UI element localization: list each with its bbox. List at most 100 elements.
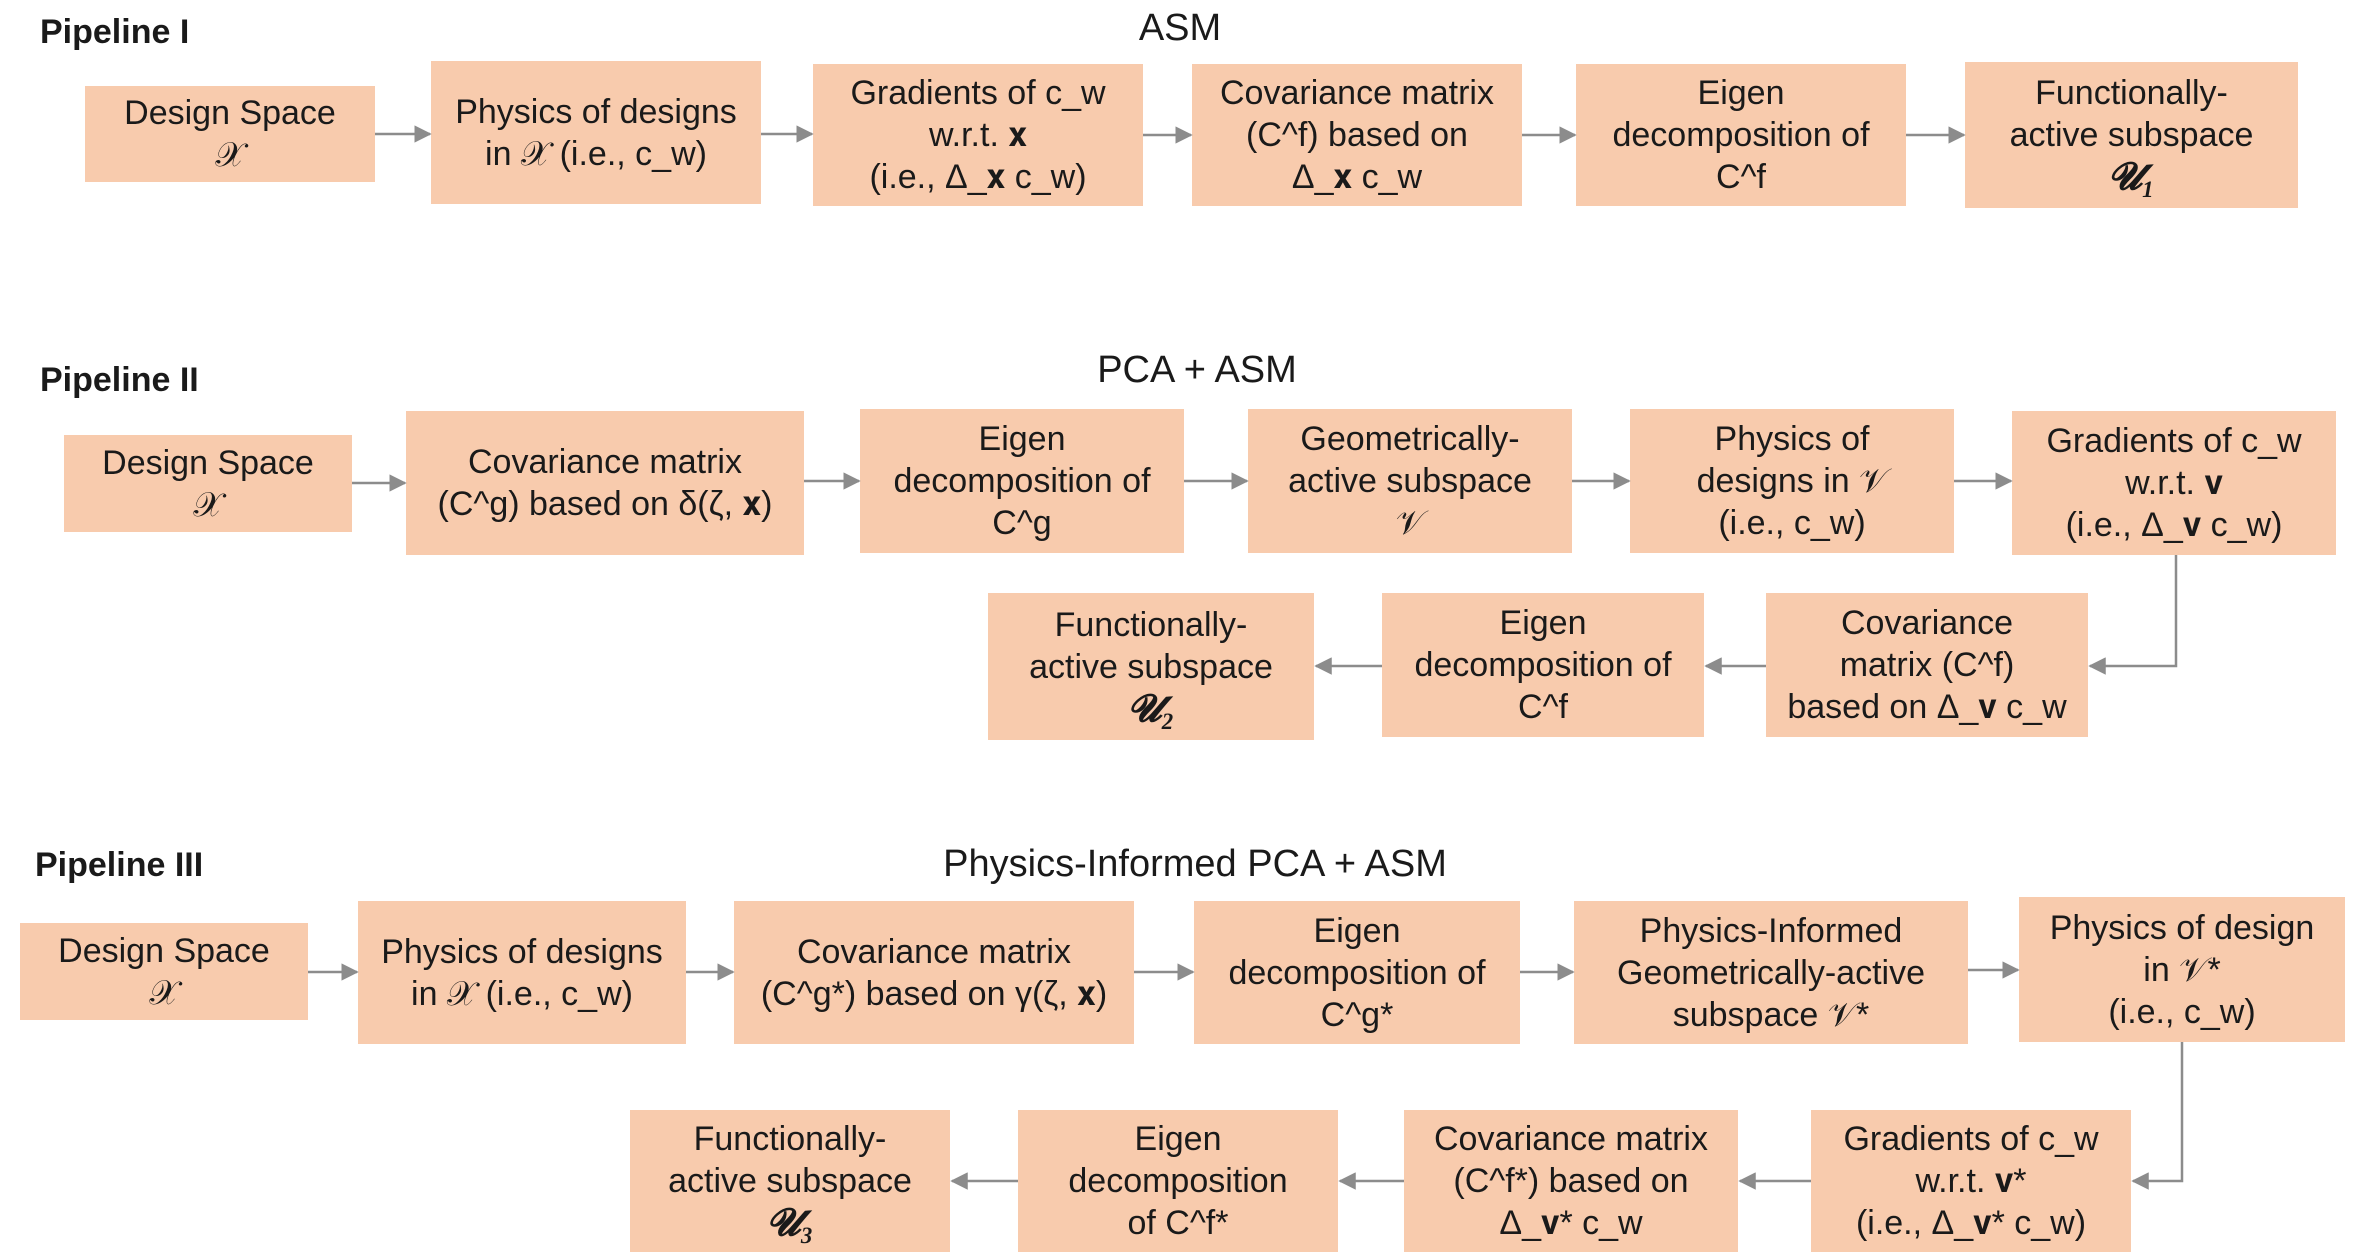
p3-covariance-f-line-0: Covariance matrix bbox=[1434, 1120, 1708, 1158]
p3-gradients-box: Gradients of c_w w.r.t. 𝐯* (i.e., Δ_𝐯* c_w… bbox=[1811, 1110, 2131, 1252]
p3-pi-geometric-line-1: Geometrically-active bbox=[1617, 953, 1925, 992]
p1-physics-line-1: in 𝒳 (i.e., c_w) bbox=[485, 134, 707, 173]
p1-gradients-line-2: (i.e., Δ_𝐱 c_w) bbox=[869, 158, 1087, 196]
p2-eigen-f-line-1: decomposition of bbox=[1414, 646, 1672, 684]
p1-gradients-box: Gradients of c_w w.r.t. 𝐱 (i.e., Δ_𝐱 c_w) bbox=[813, 64, 1143, 206]
p1-design-space-box: Design Space 𝒳 bbox=[85, 86, 375, 182]
p3-eigen-g-box: Eigen decomposition of C^g* bbox=[1194, 901, 1520, 1044]
p1-functional-line-0: Functionally- bbox=[2035, 74, 2228, 112]
p2-functional-line-0: Functionally- bbox=[1054, 605, 1248, 644]
p2-physics-line-1: designs in 𝒱 bbox=[1696, 462, 1888, 500]
p2-gradients-line-2: (i.e., Δ_𝐯 c_w) bbox=[2065, 506, 2283, 544]
pipeline-3-title: Physics-Informed PCA + ASM bbox=[943, 843, 1447, 885]
p2-covariance-f-line-0: Covariance bbox=[1841, 604, 2013, 642]
p3-functional-line-0: Functionally- bbox=[693, 1120, 887, 1158]
p3-physics-box: Physics of designs in 𝒳 (i.e., c_w) bbox=[358, 901, 686, 1044]
arrow-p3-6 bbox=[2131, 1042, 2184, 1190]
p1-eigen-box: Eigen decomposition of C^f bbox=[1576, 64, 1906, 206]
p1-physics-line-0: Physics of designs bbox=[455, 92, 737, 131]
p3-functional-line-1: active subspace bbox=[668, 1162, 912, 1200]
p1-design-space-line-0: Design Space bbox=[124, 94, 336, 132]
p2-eigen-g-line-2: C^g bbox=[992, 504, 1052, 542]
p3-physics-v-line-2: (i.e., c_w) bbox=[2108, 992, 2256, 1031]
p1-functional-line-1: active subspace bbox=[2009, 116, 2254, 154]
p3-covariance-f-box: Covariance matrix (C^f*) based on Δ_𝐯* c_w bbox=[1404, 1110, 1738, 1252]
p2-covariance-f-line-2: based on Δ_𝐯 c_w bbox=[1787, 688, 2067, 726]
p1-covariance-box: Covariance matrix (C^f) based on Δ_𝐱 c_w bbox=[1192, 64, 1522, 206]
p2-covariance-g-box: Covariance matrix (C^g) based on δ(ζ, 𝐱) bbox=[406, 411, 804, 555]
p3-gradients-line-1: w.r.t. 𝐯* bbox=[1915, 1162, 2027, 1200]
p1-eigen-line-1: decomposition of bbox=[1612, 116, 1870, 154]
p2-geometric-line-0: Geometrically- bbox=[1300, 420, 1520, 458]
p1-covariance-line-0: Covariance matrix bbox=[1220, 74, 1494, 112]
p3-pi-geometric-line-0: Physics-Informed bbox=[1639, 911, 1903, 950]
pipeline-2-title: PCA + ASM bbox=[1097, 349, 1297, 391]
p3-eigen-f-line-2: of C^f* bbox=[1127, 1204, 1229, 1242]
p2-gradients-line-0: Gradients of c_w bbox=[2046, 422, 2302, 460]
p1-eigen-line-0: Eigen bbox=[1697, 74, 1785, 112]
p2-functional-line-2: 𝓤₂ bbox=[1127, 687, 1175, 730]
p3-covariance-f-line-2: Δ_𝐯* c_w bbox=[1499, 1204, 1643, 1242]
p2-physics-line-2: (i.e., c_w) bbox=[1718, 504, 1866, 542]
p3-covariance-g-line-0: Covariance matrix bbox=[797, 932, 1071, 971]
pipeline-3-label: Pipeline III bbox=[35, 846, 204, 884]
p2-geometric-line-2: 𝒱 bbox=[1395, 504, 1425, 542]
p1-functional-box: Functionally-active subspace 𝓤₁ bbox=[1965, 62, 2298, 208]
p1-gradients-line-1: w.r.t. 𝐱 bbox=[928, 116, 1028, 154]
p1-gradients-line-0: Gradients of c_w bbox=[850, 74, 1106, 112]
p1-design-space-line-1: 𝒳 bbox=[215, 136, 245, 174]
p2-eigen-f-line-0: Eigen bbox=[1499, 604, 1587, 642]
p3-eigen-g-line-2: C^g* bbox=[1320, 995, 1394, 1034]
p3-gradients-line-0: Gradients of c_w bbox=[1843, 1120, 2099, 1158]
p3-covariance-g-line-1: (C^g*) based on γ(ζ, 𝐱) bbox=[760, 974, 1108, 1013]
p2-covariance-f-line-1: matrix (C^f) bbox=[1839, 646, 2015, 684]
p1-physics-box: Physics of designs in 𝒳 (i.e., c_w) bbox=[431, 61, 761, 204]
p3-pi-geometric-line-2: subspace 𝒱* bbox=[1672, 995, 1870, 1034]
p2-eigen-f-box: Eigen decomposition of C^f bbox=[1382, 593, 1704, 737]
p3-design-space-line-0: Design Space bbox=[58, 931, 270, 970]
p3-covariance-g-box: Covariance matrix (C^g*) based on γ(ζ, 𝐱) bbox=[734, 901, 1134, 1044]
p2-design-space-box: Design Space 𝒳 bbox=[64, 435, 352, 532]
pipeline-1-label: Pipeline I bbox=[40, 13, 190, 51]
p3-eigen-g-line-0: Eigen bbox=[1313, 911, 1401, 950]
p3-design-space-line-1: 𝒳 bbox=[149, 973, 179, 1012]
p1-covariance-line-1: (C^f) based on bbox=[1246, 116, 1468, 154]
p3-eigen-f-line-1: decomposition bbox=[1068, 1162, 1288, 1200]
p3-pi-geometric-box: Physics-Informed Geometrically-active subs… bbox=[1574, 901, 1968, 1044]
p2-geometric-line-1: active subspace bbox=[1288, 462, 1532, 500]
p3-design-space-box: Design Space 𝒳 bbox=[20, 923, 308, 1020]
p2-eigen-f-line-2: C^f bbox=[1518, 688, 1568, 726]
p1-covariance-line-2: Δ_𝐱 c_w bbox=[1291, 158, 1423, 196]
p3-physics-line-1: in 𝒳 (i.e., c_w) bbox=[411, 974, 633, 1013]
p2-functional-line-1: active subspace bbox=[1029, 647, 1273, 686]
p3-eigen-f-box: Eigen decomposition of C^f* bbox=[1018, 1110, 1338, 1252]
p3-physics-v-line-0: Physics of design bbox=[2049, 908, 2315, 947]
p2-functional-box: Functionally-active subspace 𝓤₂ bbox=[988, 593, 1314, 740]
arrow-p2-6 bbox=[2088, 555, 2178, 675]
p2-covariance-f-box: Covariance matrix (C^f) based on Δ_𝐯 c_w bbox=[1766, 593, 2088, 737]
p3-covariance-f-line-1: (C^f*) based on bbox=[1453, 1162, 1689, 1200]
p3-physics-v-line-1: in 𝒱* bbox=[2143, 950, 2221, 989]
p2-eigen-g-box: Eigen decomposition of C^g bbox=[860, 409, 1184, 553]
p3-eigen-f-line-0: Eigen bbox=[1134, 1120, 1222, 1158]
p2-covariance-g-line-1: (C^g) based on δ(ζ, 𝐱) bbox=[437, 485, 773, 523]
p2-physics-line-0: Physics of bbox=[1714, 420, 1870, 458]
p2-gradients-line-1: w.r.t. 𝐯 bbox=[2125, 464, 2223, 502]
p3-functional-line-2: 𝓤₃ bbox=[766, 1202, 814, 1244]
pipeline-2-label: Pipeline II bbox=[40, 361, 199, 399]
p1-functional-line-2: 𝓤₁ bbox=[2108, 156, 2155, 198]
p3-physics-v-box: Physics of design in 𝒱* (i.e., c_w) bbox=[2019, 897, 2345, 1042]
p2-geometric-box: Geometrically-active subspace 𝒱 bbox=[1248, 409, 1572, 553]
p2-eigen-g-line-1: decomposition of bbox=[893, 462, 1151, 500]
p2-design-space-line-1: 𝒳 bbox=[193, 485, 223, 524]
p2-gradients-box: Gradients of c_w w.r.t. 𝐯 (i.e., Δ_𝐯 c_w) bbox=[2012, 411, 2336, 555]
p3-physics-line-0: Physics of designs bbox=[381, 932, 663, 971]
p2-eigen-g-line-0: Eigen bbox=[978, 420, 1066, 458]
p3-eigen-g-line-1: decomposition of bbox=[1228, 953, 1486, 992]
p2-physics-box: Physics of designs in 𝒱 (i.e., c_w) bbox=[1630, 409, 1954, 553]
pipeline-1-title: ASM bbox=[1138, 7, 1222, 49]
p2-covariance-g-line-0: Covariance matrix bbox=[468, 443, 742, 481]
p3-functional-box: Functionally-active subspace 𝓤₃ bbox=[630, 1110, 950, 1252]
p3-gradients-line-2: (i.e., Δ_𝐯* c_w) bbox=[1855, 1204, 2087, 1242]
